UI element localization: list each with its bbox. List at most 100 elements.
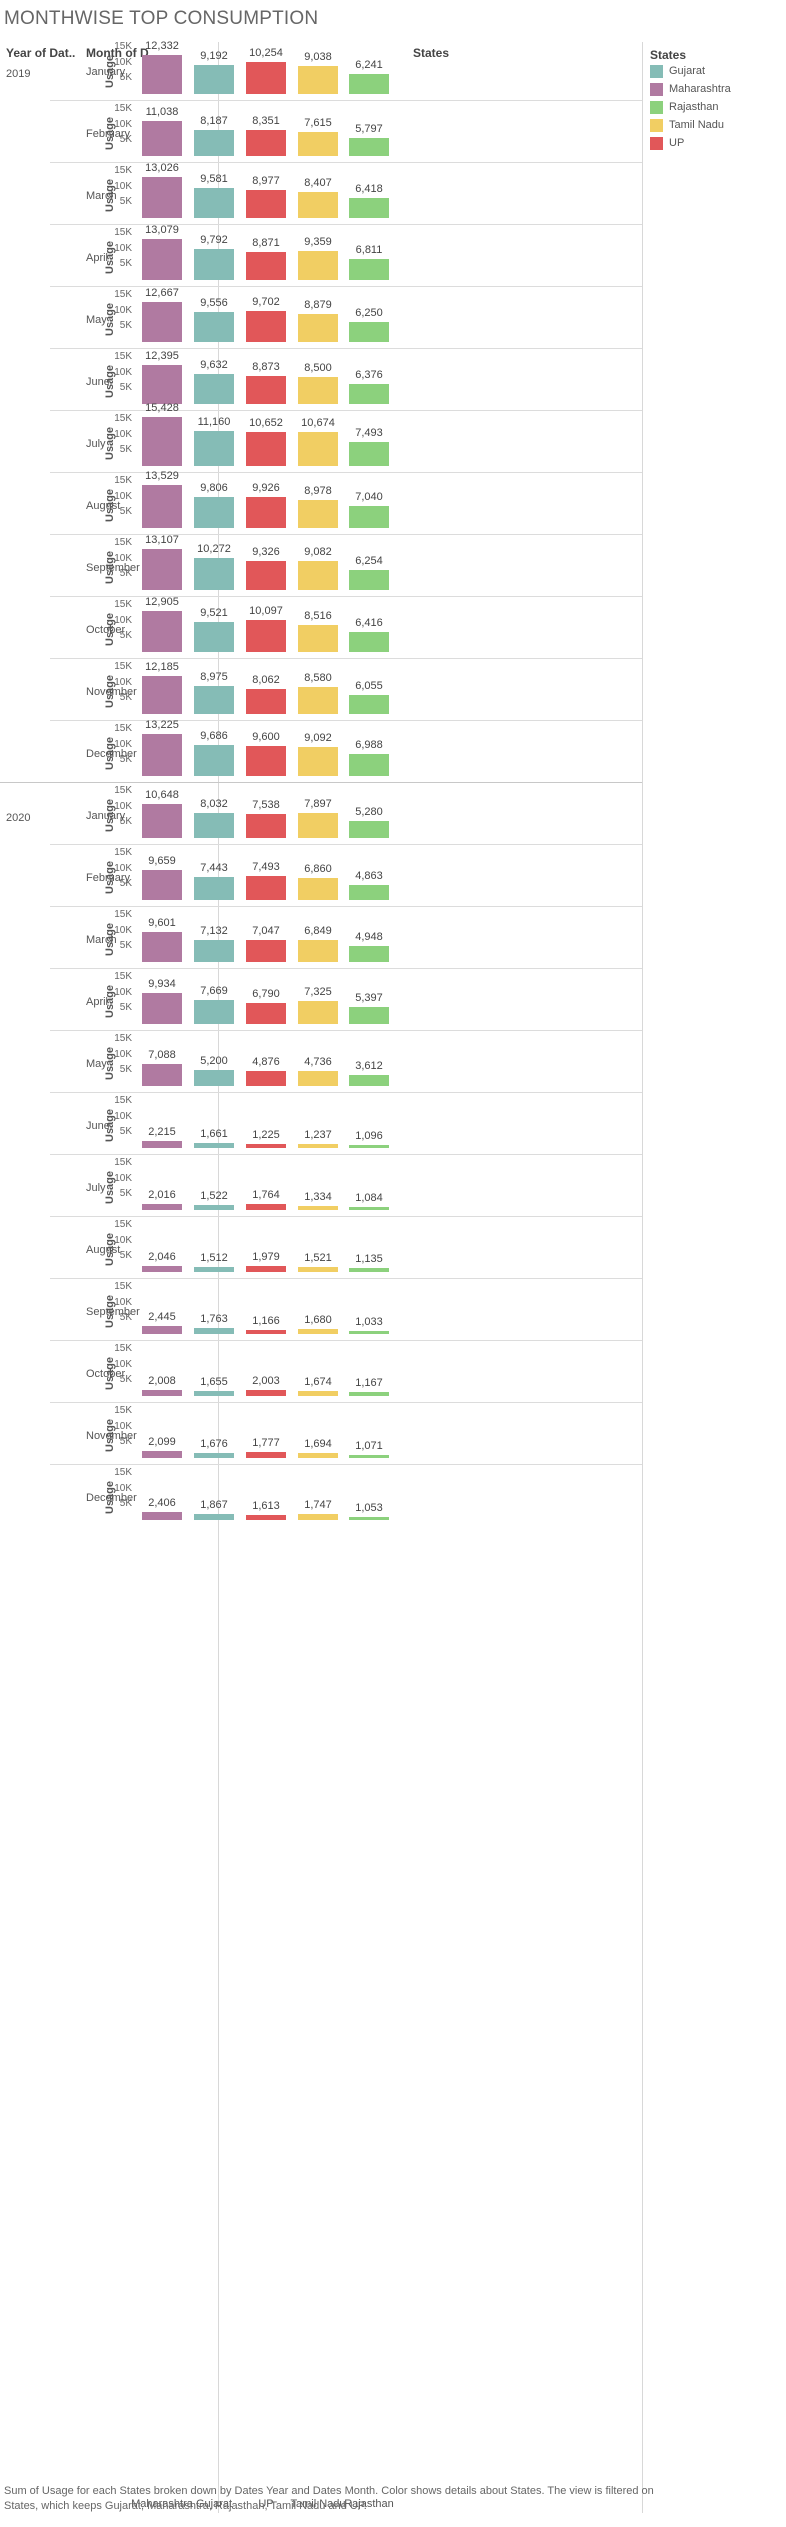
bar-maharashtra[interactable] xyxy=(142,364,182,404)
bar-maharashtra[interactable] xyxy=(142,485,182,528)
bar-up[interactable] xyxy=(246,1452,286,1458)
bar-rajasthan[interactable] xyxy=(349,821,389,838)
bar-maharashtra[interactable] xyxy=(142,55,182,94)
bar-up[interactable] xyxy=(246,1070,286,1086)
bar-tamil-nadu[interactable] xyxy=(298,747,338,776)
legend-item-gujarat[interactable]: Gujarat xyxy=(650,64,705,78)
bar-tamil-nadu[interactable] xyxy=(298,813,338,838)
bar-tamil-nadu[interactable] xyxy=(298,686,338,714)
bar-up[interactable] xyxy=(246,814,286,838)
bar-gujarat[interactable] xyxy=(194,249,234,280)
bar-rajasthan[interactable] xyxy=(349,884,389,900)
bar-maharashtra[interactable] xyxy=(142,1203,182,1210)
bar-rajasthan[interactable] xyxy=(349,631,389,652)
bar-rajasthan[interactable] xyxy=(349,946,389,962)
bar-rajasthan[interactable] xyxy=(349,197,389,218)
bar-tamil-nadu[interactable] xyxy=(298,250,338,280)
bar-gujarat[interactable] xyxy=(194,187,234,218)
year-column-header[interactable]: Year of Dat.. xyxy=(6,46,76,60)
bar-tamil-nadu[interactable] xyxy=(298,1267,338,1272)
bar-up[interactable] xyxy=(246,61,286,94)
bar-maharashtra[interactable] xyxy=(142,675,182,714)
bar-gujarat[interactable] xyxy=(194,939,234,962)
bar-gujarat[interactable] xyxy=(194,1328,234,1334)
bar-tamil-nadu[interactable] xyxy=(298,191,338,218)
bar-rajasthan[interactable] xyxy=(349,1206,389,1210)
bar-tamil-nadu[interactable] xyxy=(298,132,338,156)
bar-up[interactable] xyxy=(246,1330,286,1334)
bar-rajasthan[interactable] xyxy=(349,570,389,590)
bar-rajasthan[interactable] xyxy=(349,74,389,94)
bar-gujarat[interactable] xyxy=(194,1452,234,1458)
bar-gujarat[interactable] xyxy=(194,1069,234,1086)
bar-gujarat[interactable] xyxy=(194,1142,234,1148)
bar-tamil-nadu[interactable] xyxy=(298,1071,338,1086)
bar-gujarat[interactable] xyxy=(194,622,234,652)
bar-up[interactable] xyxy=(246,129,286,156)
bar-up[interactable] xyxy=(246,376,286,404)
bar-rajasthan[interactable] xyxy=(349,1392,389,1396)
bar-up[interactable] xyxy=(246,432,286,466)
bar-tamil-nadu[interactable] xyxy=(298,432,338,466)
bar-up[interactable] xyxy=(246,311,286,342)
bar-tamil-nadu[interactable] xyxy=(298,314,338,342)
month-column-header[interactable]: Month of D... xyxy=(86,46,159,60)
bar-gujarat[interactable] xyxy=(194,1205,234,1210)
bar-gujarat[interactable] xyxy=(194,65,234,94)
bar-rajasthan[interactable] xyxy=(349,1074,389,1086)
bar-up[interactable] xyxy=(246,939,286,962)
bar-maharashtra[interactable] xyxy=(142,176,182,218)
bar-gujarat[interactable] xyxy=(194,311,234,342)
bar-tamil-nadu[interactable] xyxy=(298,377,338,404)
legend-item-maharashtra[interactable]: Maharashtra xyxy=(650,82,731,96)
bar-maharashtra[interactable] xyxy=(142,1141,182,1148)
bar-gujarat[interactable] xyxy=(194,1267,234,1272)
bar-rajasthan[interactable] xyxy=(349,137,389,156)
bar-maharashtra[interactable] xyxy=(142,548,182,590)
bar-up[interactable] xyxy=(246,252,286,280)
bar-up[interactable] xyxy=(246,688,286,714)
bar-maharashtra[interactable] xyxy=(142,611,182,652)
bar-maharashtra[interactable] xyxy=(142,417,182,466)
bar-maharashtra[interactable] xyxy=(142,1063,182,1086)
bar-up[interactable] xyxy=(246,745,286,776)
bar-tamil-nadu[interactable] xyxy=(298,1328,338,1334)
bar-tamil-nadu[interactable] xyxy=(298,1000,338,1024)
bar-maharashtra[interactable] xyxy=(142,992,182,1024)
bar-up[interactable] xyxy=(246,1204,286,1210)
bar-tamil-nadu[interactable] xyxy=(298,65,338,94)
bar-rajasthan[interactable] xyxy=(349,505,389,528)
bar-rajasthan[interactable] xyxy=(349,258,389,280)
bar-gujarat[interactable] xyxy=(194,430,234,466)
bar-gujarat[interactable] xyxy=(194,130,234,156)
bar-rajasthan[interactable] xyxy=(349,322,389,342)
bar-tamil-nadu[interactable] xyxy=(298,1452,338,1458)
bar-rajasthan[interactable] xyxy=(349,1006,389,1024)
bar-gujarat[interactable] xyxy=(194,557,234,590)
bar-rajasthan[interactable] xyxy=(349,753,389,776)
bar-gujarat[interactable] xyxy=(194,876,234,900)
bar-up[interactable] xyxy=(246,189,286,218)
bar-rajasthan[interactable] xyxy=(349,1144,389,1148)
bar-up[interactable] xyxy=(246,560,286,590)
bar-maharashtra[interactable] xyxy=(142,238,182,280)
states-column-header[interactable]: States xyxy=(413,46,450,60)
bar-tamil-nadu[interactable] xyxy=(298,499,338,528)
bar-gujarat[interactable] xyxy=(194,812,234,838)
bar-rajasthan[interactable] xyxy=(349,694,389,714)
bar-tamil-nadu[interactable] xyxy=(298,1390,338,1396)
bar-tamil-nadu[interactable] xyxy=(298,940,338,962)
bar-tamil-nadu[interactable] xyxy=(298,1514,338,1520)
bar-maharashtra[interactable] xyxy=(142,1265,182,1272)
bar-maharashtra[interactable] xyxy=(142,121,182,156)
bar-tamil-nadu[interactable] xyxy=(298,1144,338,1148)
bar-gujarat[interactable] xyxy=(194,373,234,404)
bar-tamil-nadu[interactable] xyxy=(298,1205,338,1210)
bar-gujarat[interactable] xyxy=(194,1390,234,1396)
bar-up[interactable] xyxy=(246,1002,286,1024)
bar-up[interactable] xyxy=(246,1265,286,1272)
bar-up[interactable] xyxy=(246,620,286,652)
bar-gujarat[interactable] xyxy=(194,745,234,776)
bar-tamil-nadu[interactable] xyxy=(298,625,338,652)
bar-up[interactable] xyxy=(246,496,286,528)
